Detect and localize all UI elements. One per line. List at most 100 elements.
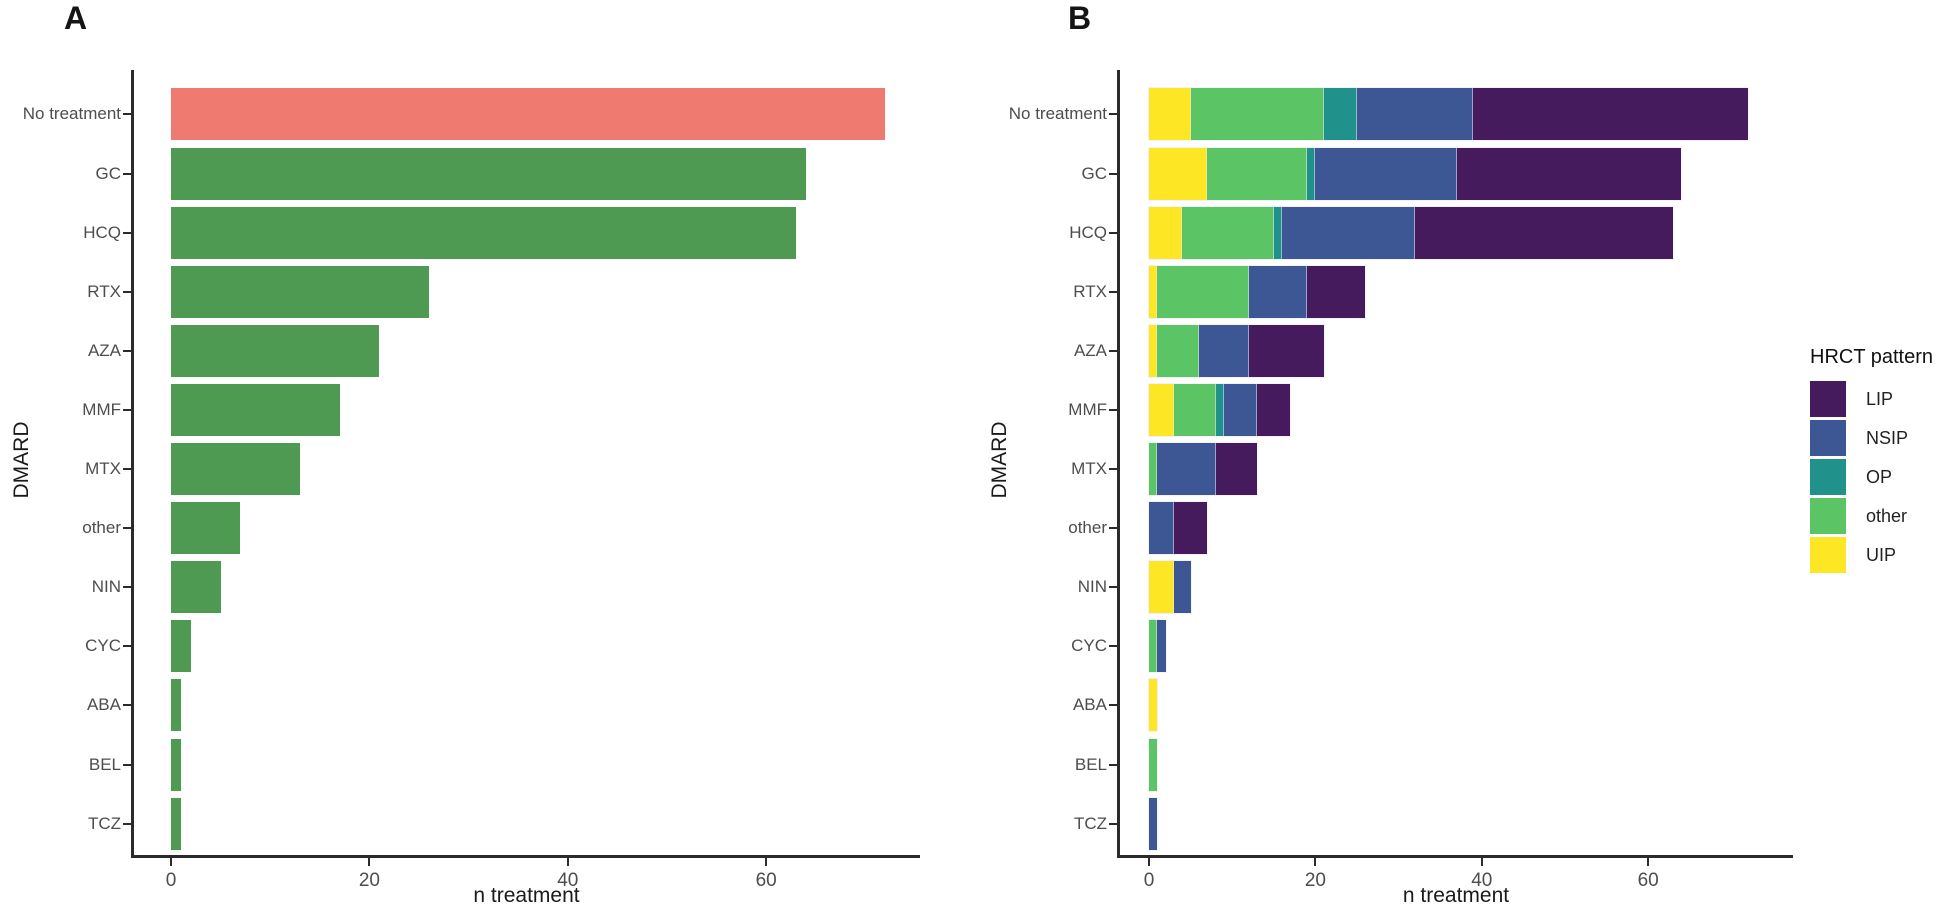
bar-segment-nsip <box>1315 147 1457 200</box>
y-tick-mark <box>123 231 131 234</box>
y-axis-category-label: other <box>82 518 121 538</box>
bar-segment-other <box>1190 88 1324 141</box>
y-tick-mark <box>1109 763 1117 766</box>
bar-segment-op <box>1307 147 1316 200</box>
bar-segment-uip <box>1149 147 1208 200</box>
legend-entry: other <box>1810 498 1950 534</box>
bar <box>171 147 806 200</box>
y-tick-mark <box>123 349 131 352</box>
bar <box>171 620 191 673</box>
bar-segment-uip <box>1149 561 1174 614</box>
bar <box>171 383 340 436</box>
y-axis-category-label: No treatment <box>22 104 121 124</box>
bar <box>171 265 429 318</box>
y-tick-mark <box>1109 231 1117 234</box>
y-tick-mark <box>123 290 131 293</box>
bar-segment-nsip <box>1357 88 1474 141</box>
bar-segment-other <box>1207 147 1308 200</box>
bar-segment-lip <box>1473 88 1749 141</box>
y-tick-mark <box>1109 349 1117 352</box>
panel-a-y-axis-title: DMARD <box>10 421 33 499</box>
bar <box>171 679 181 732</box>
legend: HRCT pattern LIP NSIP OP other UIP <box>1810 346 1950 576</box>
y-tick-mark <box>123 527 131 530</box>
bar-segment-uip <box>1149 383 1174 436</box>
y-tick-mark <box>1109 408 1117 411</box>
y-axis-category-label: GC <box>95 163 122 183</box>
x-tick-label: 40 <box>557 870 579 891</box>
y-tick-mark <box>123 172 131 175</box>
bar-segment-lip <box>1307 265 1366 318</box>
bar-segment-op <box>1215 383 1224 436</box>
x-tick-mark <box>1314 858 1317 866</box>
x-tick-mark <box>1148 858 1150 866</box>
bar-segment-uip <box>1149 88 1191 141</box>
y-axis-category-label: HCQ <box>83 222 121 242</box>
legend-swatch-other <box>1810 498 1846 534</box>
x-tick-label: 20 <box>358 870 380 891</box>
x-tick-mark <box>765 858 768 866</box>
y-axis-line <box>131 70 134 858</box>
bar-segment-lip <box>1248 324 1324 377</box>
y-tick-mark <box>123 113 131 116</box>
bar-segment-nsip <box>1248 265 1308 318</box>
bar-segment-nsip <box>1149 502 1174 555</box>
x-axis-line <box>131 855 920 858</box>
bar <box>171 738 181 791</box>
legend-entry-label: UIP <box>1866 544 1897 565</box>
y-axis-category-label: TCZ <box>1073 813 1107 833</box>
y-axis-category-label: BEL <box>1074 754 1107 774</box>
y-axis-category-label: CYC <box>1071 636 1107 656</box>
y-axis-category-label: MMF <box>1068 399 1107 419</box>
bar-segment-lip <box>1415 206 1674 259</box>
bar-segment-op <box>1273 206 1283 259</box>
y-tick-mark <box>123 822 131 825</box>
x-tick-label: 0 <box>1143 870 1155 891</box>
bar-segment-lip <box>1215 443 1258 495</box>
x-tick-mark <box>566 858 569 866</box>
bar <box>171 502 241 555</box>
y-tick-mark <box>1109 290 1117 293</box>
y-axis-category-label: NIN <box>91 577 121 597</box>
y-axis-category-label: MTX <box>1071 459 1107 478</box>
y-axis-category-label: ABA <box>86 695 121 715</box>
bar-segment-lip <box>1456 147 1682 200</box>
y-tick-mark <box>1109 468 1117 470</box>
y-tick-mark <box>1109 586 1117 589</box>
bar-segment-nsip <box>1173 561 1191 614</box>
y-tick-mark <box>123 468 131 470</box>
y-axis-category-label: AZA <box>1073 340 1107 360</box>
bar-segment-uip <box>1149 679 1158 732</box>
y-axis-line <box>1117 70 1120 858</box>
x-tick-label: 40 <box>1471 870 1493 891</box>
bar-segment-lip <box>1173 502 1208 555</box>
legend-title: HRCT pattern <box>1810 346 1934 368</box>
bar <box>171 443 300 495</box>
y-tick-mark <box>1109 704 1117 707</box>
panel-a-plot-area: 0 20 40 60 No treatment GC HCQ RTX AZA MMF MTX othe… <box>0 0 960 916</box>
panel-b-x-axis-title: n treatment <box>1402 884 1510 907</box>
legend-swatch-lip <box>1810 381 1846 417</box>
y-tick-mark <box>123 645 131 648</box>
y-tick-mark <box>1109 113 1117 116</box>
legend-entry-label: NSIP <box>1866 427 1909 448</box>
bar-segment-other <box>1157 324 1199 377</box>
bar <box>171 561 221 614</box>
legend-entries: LIP NSIP OP other UIP <box>1810 381 1950 573</box>
y-tick-mark <box>1109 527 1117 530</box>
x-tick-mark <box>1647 858 1650 866</box>
y-tick-mark <box>123 408 131 411</box>
y-axis-category-label: BEL <box>88 754 121 774</box>
bar-segment-other <box>1149 620 1158 673</box>
y-axis-category-label: No treatment <box>1008 104 1107 124</box>
y-axis-category-label: MTX <box>85 459 121 478</box>
bar-segment-other <box>1182 206 1274 259</box>
bar-segment-op <box>1323 88 1357 141</box>
bar-segment-uip <box>1149 324 1158 377</box>
x-tick-mark <box>368 858 371 866</box>
bar <box>171 88 886 141</box>
panel-b-title: B <box>1068 0 1092 36</box>
legend-swatch-op <box>1810 459 1846 495</box>
y-tick-mark <box>1109 645 1117 648</box>
